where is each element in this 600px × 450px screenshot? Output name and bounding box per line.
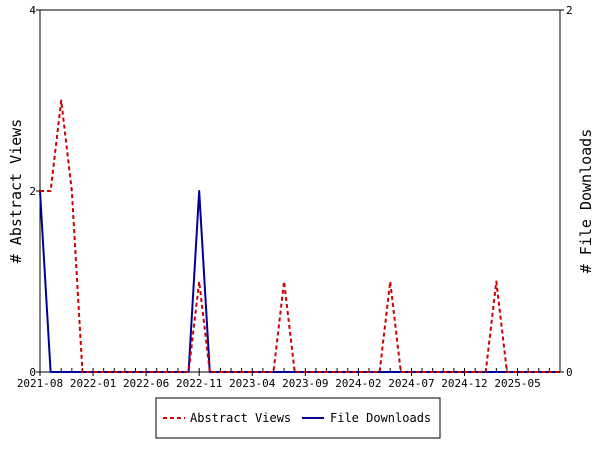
x-tick-label: 2024-07: [388, 377, 434, 390]
legend: Abstract Views File Downloads: [155, 397, 441, 439]
plot-area: [39, 9, 561, 373]
y-left-tick-label: 4: [29, 4, 36, 17]
x-tick-label: 2022-01: [70, 377, 116, 390]
x-tick-label: 2025-05: [494, 377, 540, 390]
x-tick-label: 2022-11: [176, 377, 222, 390]
y-axis-left-title: # Abstract Views: [7, 119, 25, 264]
series-line-abstract-views: [40, 99, 560, 373]
x-tick-label: 2024-12: [441, 377, 487, 390]
series-layer: [39, 99, 560, 373]
y-axis-right-title: # File Downloads: [577, 129, 595, 274]
x-tick-label: 2021-08: [17, 377, 63, 390]
y-left-tick-label: 2: [29, 185, 36, 198]
x-tick-label: 2023-04: [229, 377, 276, 390]
y-left-tick-label: 0: [29, 366, 36, 379]
legend-label-abstract-views: Abstract Views: [190, 411, 291, 425]
x-tick-label: 2023-09: [282, 377, 328, 390]
legend-label-file-downloads: File Downloads: [330, 411, 431, 425]
y-right-tick-label: 0: [566, 366, 573, 379]
x-tick-label: 2024-02: [335, 377, 381, 390]
plot-frame: [39, 9, 561, 373]
y-right-tick-label: 2: [566, 4, 573, 17]
x-tick-label: 2022-06: [123, 377, 169, 390]
legend-box: [155, 397, 441, 439]
